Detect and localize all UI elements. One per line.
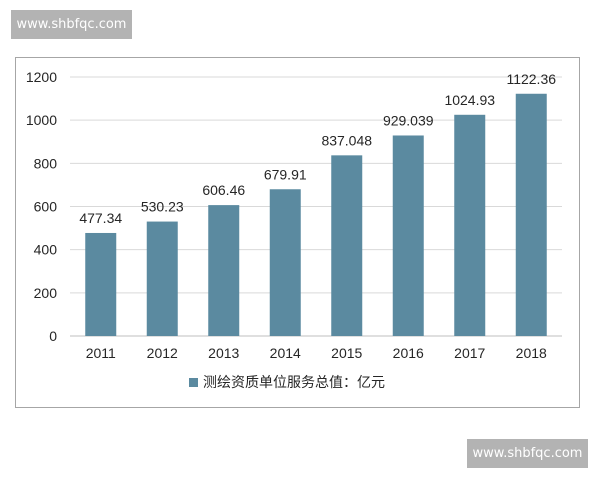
- y-tick-label: 0: [49, 328, 57, 344]
- y-tick-label: 800: [34, 155, 58, 171]
- legend: 测绘资质单位服务总值：亿元: [189, 374, 385, 390]
- x-axis-ticks: 2011 2012 2013 2014 2015 2016 2017 2018: [86, 345, 547, 361]
- y-tick-label: 1200: [26, 69, 57, 85]
- data-label-2018: 1122.36: [506, 71, 556, 87]
- x-tick-label-2014: 2014: [270, 345, 301, 361]
- legend-label: 测绘资质单位服务总值：亿元: [203, 374, 385, 390]
- bar-2014: [269, 189, 301, 336]
- y-tick-label: 600: [34, 199, 58, 215]
- x-tick-label-2011: 2011: [86, 345, 116, 361]
- data-label-2016: 929.039: [383, 112, 434, 128]
- bar-2015: [331, 155, 363, 336]
- data-label-2014: 679.91: [264, 166, 307, 182]
- x-tick-label-2016: 2016: [393, 345, 424, 361]
- x-tick-label-2012: 2012: [147, 345, 178, 361]
- y-axis-ticks: 0 200 400 600 800 1000 1200: [26, 69, 57, 344]
- x-tick-label-2013: 2013: [208, 345, 239, 361]
- x-tick-label-2017: 2017: [454, 345, 485, 361]
- bars: [85, 93, 547, 337]
- data-labels: 477.34 530.23 606.46 679.91 837.048 929.039 10…: [79, 71, 556, 226]
- data-label-2012: 530.23: [141, 199, 184, 215]
- y-tick-label: 200: [34, 285, 58, 301]
- x-tick-label-2015: 2015: [331, 345, 362, 361]
- bar-2018: [515, 93, 547, 337]
- data-label-2017: 1024.93: [444, 92, 495, 108]
- bar-2011: [85, 232, 117, 336]
- bar-2017: [454, 114, 486, 336]
- bar-2013: [208, 205, 240, 336]
- bar-2012: [146, 221, 178, 336]
- y-tick-label: 1000: [26, 112, 57, 128]
- y-tick-label: 400: [34, 242, 58, 258]
- x-tick-label-2018: 2018: [516, 345, 547, 361]
- watermark-bottom: www.shbfqc.com: [467, 439, 588, 468]
- legend-swatch: [189, 378, 198, 387]
- bar-2016: [392, 135, 424, 336]
- data-label-2015: 837.048: [321, 132, 372, 148]
- data-label-2013: 606.46: [202, 182, 245, 198]
- data-label-2011: 477.34: [79, 210, 122, 226]
- watermark-top: www.shbfqc.com: [11, 10, 132, 39]
